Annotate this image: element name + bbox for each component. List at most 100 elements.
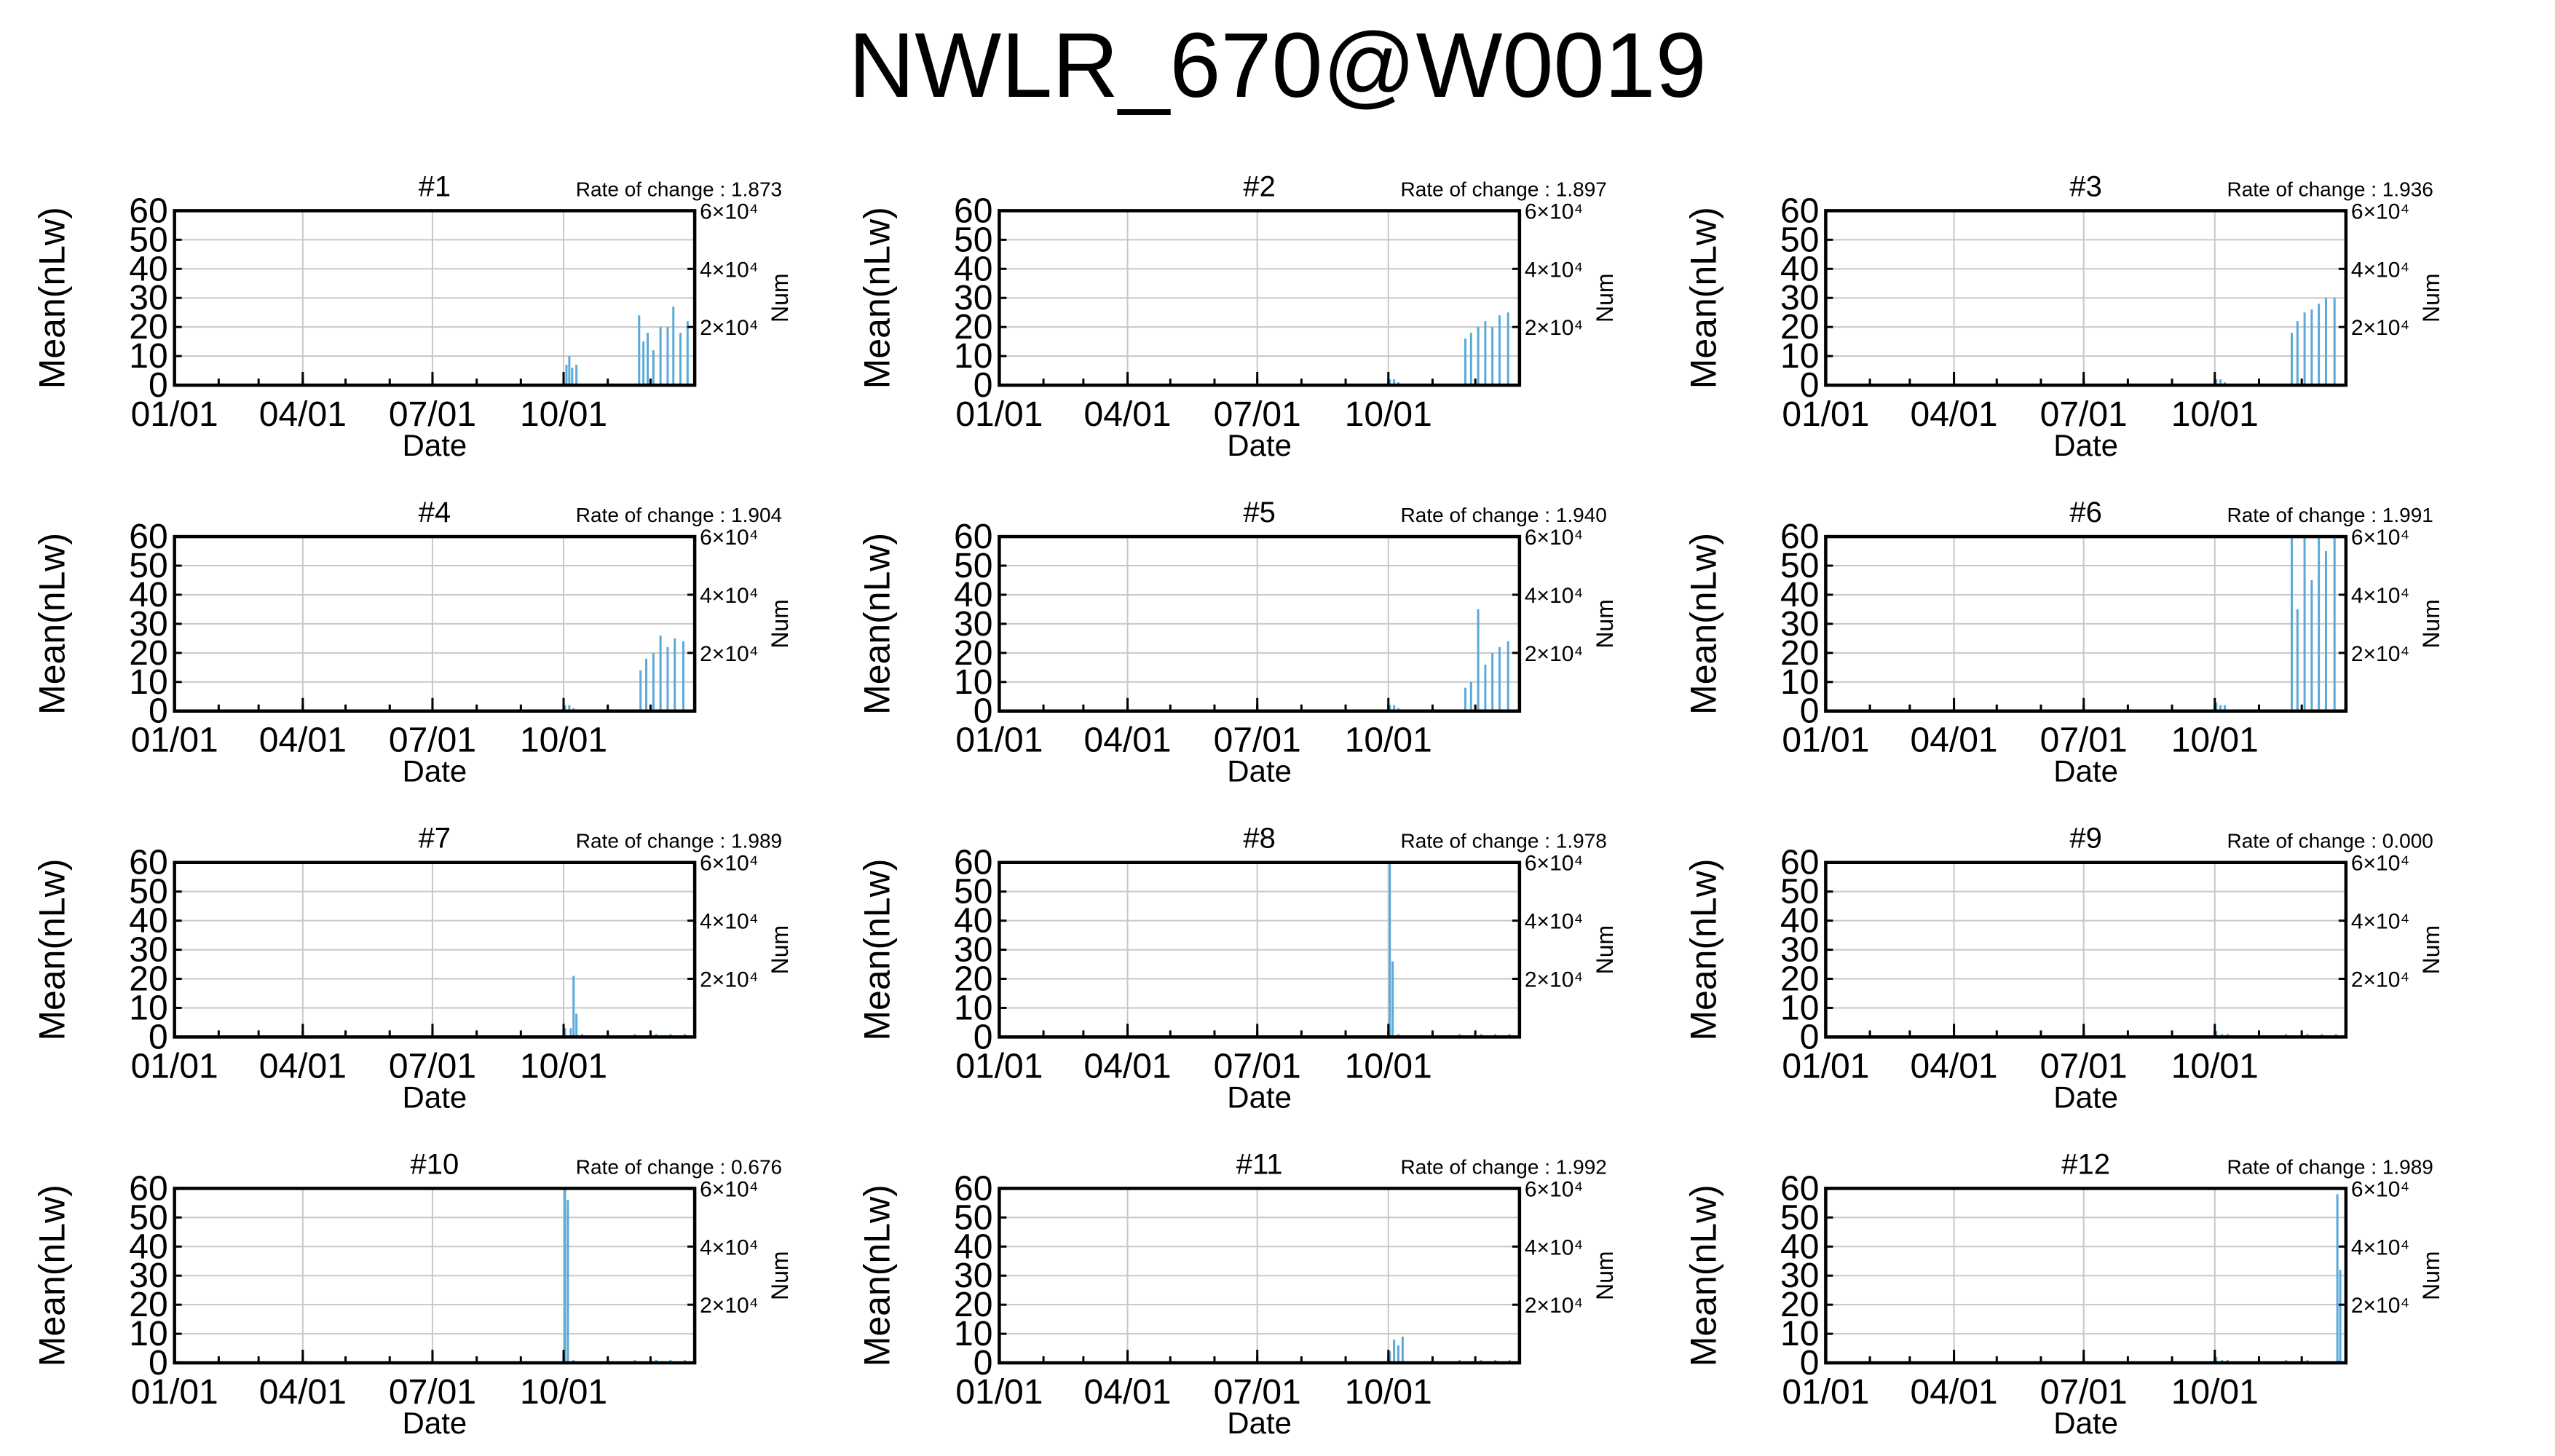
y-tick-label: 50	[129, 873, 167, 911]
x-tick-label: 07/01	[2040, 395, 2128, 434]
y2-tick-label: 6×10⁴	[1525, 526, 1583, 550]
y-tick-label: 20	[1780, 634, 1819, 673]
bar	[2310, 309, 2313, 386]
x-tick-label: 04/01	[259, 1373, 347, 1412]
y-tick-label: 40	[954, 250, 992, 288]
x-axis-label: Date	[403, 754, 467, 788]
bar	[1506, 641, 1509, 711]
y-tick-label: 10	[954, 989, 992, 1027]
y2-tick-label: 2×10⁴	[700, 968, 758, 992]
y-tick-label: 40	[129, 250, 167, 288]
bar	[1491, 652, 1494, 711]
bar	[565, 365, 568, 386]
y-tick-label: 0	[1800, 366, 1820, 405]
y-tick-label: 50	[1780, 1198, 1819, 1237]
y-axis-label: Mean(nLw)	[1683, 533, 1723, 715]
x-axis-label: Date	[1227, 1406, 1292, 1440]
y2-tick-label: 6×10⁴	[2351, 199, 2409, 223]
y-tick-label: 10	[1780, 663, 1819, 702]
y-tick-label: 40	[1780, 576, 1819, 614]
x-tick-label: 10/01	[1345, 395, 1432, 434]
y-tick-label: 10	[1780, 989, 1819, 1027]
x-tick-label: 07/01	[389, 1373, 476, 1412]
x-tick-label: 01/01	[131, 721, 218, 760]
y2-tick-label: 4×10⁴	[700, 910, 758, 934]
bar	[639, 670, 642, 711]
y2-axis-label: Num	[767, 925, 793, 975]
y-tick-label: 50	[1780, 547, 1819, 585]
y-tick-label: 20	[1780, 308, 1819, 347]
bar	[638, 315, 641, 386]
y2-tick-label: 4×10⁴	[700, 258, 758, 282]
y2-axis-label: Num	[2418, 599, 2444, 649]
bar	[566, 1200, 569, 1364]
x-tick-label: 10/01	[520, 1047, 607, 1085]
y2-axis-label: Num	[2418, 273, 2444, 323]
y-tick-label: 30	[129, 605, 167, 644]
bar	[674, 638, 676, 711]
bar	[659, 635, 662, 711]
bar	[2303, 537, 2306, 711]
bar	[659, 327, 662, 386]
y2-axis-label: Num	[1592, 1251, 1618, 1300]
x-axis-label: Date	[2053, 754, 2118, 788]
bar	[1393, 1340, 1396, 1364]
y2-tick-label: 2×10⁴	[1525, 1294, 1583, 1318]
bar	[2215, 379, 2218, 386]
x-axis-label: Date	[2053, 1406, 2118, 1440]
y-tick-label: 60	[129, 518, 167, 556]
bar	[666, 646, 669, 711]
y2-tick-label: 4×10⁴	[1525, 584, 1583, 608]
y-tick-label: 0	[149, 1344, 168, 1382]
bar	[575, 1013, 578, 1037]
rate-of-change-label: Rate of change : 1.873	[576, 178, 782, 200]
subplot-title: #4	[419, 496, 451, 529]
rate-of-change-label: Rate of change : 1.991	[2227, 504, 2433, 526]
y-tick-label: 0	[974, 1344, 993, 1382]
x-tick-label: 01/01	[955, 1373, 1043, 1412]
y-tick-label: 60	[1780, 191, 1819, 230]
x-tick-label: 07/01	[1214, 1373, 1301, 1412]
y2-tick-label: 4×10⁴	[2351, 258, 2409, 282]
x-tick-label: 01/01	[1782, 1373, 1869, 1412]
bar	[564, 1188, 566, 1364]
y2-tick-label: 2×10⁴	[1525, 968, 1583, 992]
x-tick-label: 07/01	[1214, 395, 1301, 434]
bar	[2219, 379, 2222, 386]
bar	[571, 368, 574, 386]
y-axis-label: Mean(nLw)	[32, 1184, 73, 1366]
y-tick-label: 0	[1800, 692, 1820, 731]
y-tick-label: 60	[1780, 844, 1819, 882]
rate-of-change-label: Rate of change : 0.676	[576, 1155, 782, 1178]
y-tick-label: 40	[1780, 902, 1819, 941]
y-tick-label: 50	[129, 1198, 167, 1237]
rate-of-change-label: Rate of change : 1.989	[2227, 1155, 2433, 1178]
y2-tick-label: 6×10⁴	[700, 199, 758, 223]
x-tick-label: 04/01	[259, 721, 347, 760]
y-tick-label: 30	[129, 279, 167, 317]
y2-axis-label: Num	[767, 599, 793, 649]
x-tick-label: 10/01	[1345, 721, 1432, 760]
bar	[568, 705, 571, 711]
x-tick-label: 10/01	[520, 721, 607, 760]
y2-tick-label: 4×10⁴	[1525, 910, 1583, 934]
bar	[2303, 312, 2306, 386]
y2-tick-label: 4×10⁴	[1525, 1235, 1583, 1259]
x-tick-label: 01/01	[1782, 1047, 1869, 1085]
y-tick-label: 40	[954, 1227, 992, 1266]
bar	[1464, 687, 1466, 711]
y-tick-label: 20	[129, 308, 167, 347]
bar	[1464, 339, 1466, 386]
bar	[1393, 379, 1396, 386]
bar	[1389, 1351, 1391, 1364]
subplot-title: #10	[411, 1148, 459, 1180]
y-tick-label: 40	[129, 576, 167, 614]
rate-of-change-label: Rate of change : 1.940	[1401, 504, 1607, 526]
y-tick-label: 30	[1780, 1257, 1819, 1295]
x-tick-label: 07/01	[389, 1047, 476, 1085]
